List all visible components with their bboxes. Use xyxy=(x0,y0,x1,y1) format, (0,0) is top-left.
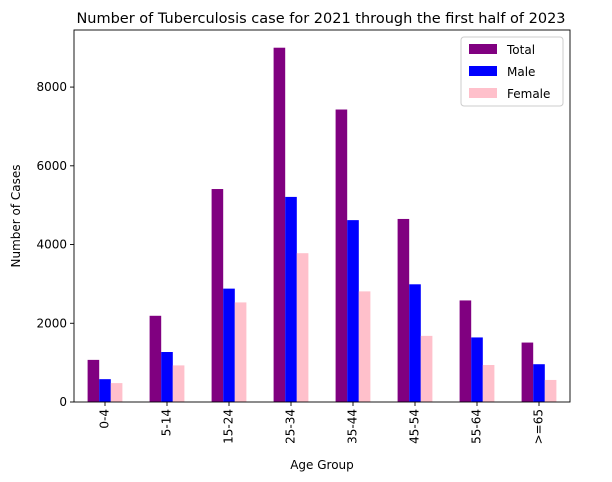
x-tick-label-0-4: 0-4 xyxy=(98,409,112,429)
y-tick-label-8000: 8000 xyxy=(36,80,67,94)
x-axis-label: Age Group xyxy=(290,458,354,472)
bar-total-45-54 xyxy=(397,218,410,402)
bars-group xyxy=(87,47,557,403)
x-tick-label->=65: >=65 xyxy=(532,409,546,444)
y-axis-label: Number of Cases xyxy=(9,164,23,267)
bar-total-35-44 xyxy=(335,109,348,403)
legend-label-total: Total xyxy=(506,43,535,57)
bar-female-15-24 xyxy=(234,302,247,402)
y-tick-label-0: 0 xyxy=(59,395,67,409)
y-tick-label-2000: 2000 xyxy=(36,316,67,330)
y-axis: 0 2000 4000 6000 8000 xyxy=(36,80,74,409)
y-tick-label-4000: 4000 xyxy=(36,238,67,252)
legend-swatch-female xyxy=(469,88,497,98)
bar-female-0-4 xyxy=(110,383,123,402)
bar-total-15-24 xyxy=(211,189,224,402)
bar-female-35-44 xyxy=(358,291,371,402)
bar-male-5-14 xyxy=(161,352,173,402)
x-tick-label-15-24: 15-24 xyxy=(222,409,236,444)
bar-female-5-14 xyxy=(172,365,185,402)
legend: Total Male Female xyxy=(460,36,564,107)
bar-female-45-54 xyxy=(420,335,433,402)
bar-male-45-54 xyxy=(409,284,421,402)
bar-total-55-64 xyxy=(459,300,472,402)
x-tick-label-5-14: 5-14 xyxy=(160,409,174,436)
bar-male-25-34 xyxy=(285,196,297,402)
bar-total->=65 xyxy=(521,342,534,402)
y-tick-label-6000: 6000 xyxy=(36,159,67,173)
x-axis: 0-4 5-14 15-24 25-34 35-44 45-54 55-64 >=65 xyxy=(98,402,546,444)
legend-swatch-total xyxy=(469,44,497,54)
x-tick-label-35-44: 35-44 xyxy=(346,409,360,444)
x-tick-label-55-64: 55-64 xyxy=(470,409,484,444)
bar-total-0-4 xyxy=(87,359,100,402)
bar-male-0-4 xyxy=(99,379,111,402)
plot-frame xyxy=(73,29,571,403)
bar-total-5-14 xyxy=(149,315,162,402)
bar-total-25-34 xyxy=(273,47,286,403)
legend-label-male: Male xyxy=(507,65,535,79)
bar-female-25-34 xyxy=(296,253,309,402)
legend-label-female: Female xyxy=(507,87,550,101)
bar-male-15-24 xyxy=(223,288,235,402)
x-tick-label-45-54: 45-54 xyxy=(408,409,422,444)
legend-swatch-male xyxy=(469,66,497,76)
bar-female->=65 xyxy=(544,379,557,402)
x-tick-label-25-34: 25-34 xyxy=(284,409,298,444)
bar-male-35-44 xyxy=(347,220,359,402)
bar-male-55-64 xyxy=(471,337,483,402)
bar-male->=65 xyxy=(533,364,545,402)
bar-female-55-64 xyxy=(482,365,495,402)
chart-title: Number of Tuberculosis case for 2021 thr… xyxy=(76,11,565,27)
